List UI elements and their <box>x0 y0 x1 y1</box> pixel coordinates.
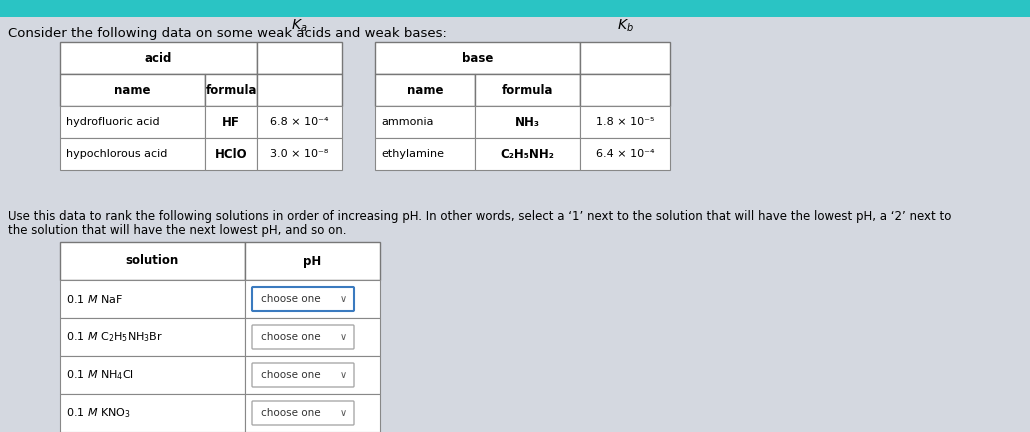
Text: formula: formula <box>502 83 553 96</box>
Bar <box>375 138 475 170</box>
Text: HClO: HClO <box>214 147 247 161</box>
Bar <box>245 242 380 280</box>
Text: ∨: ∨ <box>340 408 346 418</box>
Bar <box>580 138 670 170</box>
FancyBboxPatch shape <box>252 287 354 311</box>
Text: the solution that will have the next lowest pH, and so on.: the solution that will have the next low… <box>8 224 346 237</box>
Bar <box>60 242 245 280</box>
Text: hypochlorous acid: hypochlorous acid <box>66 149 167 159</box>
Text: 6.4 × 10⁻⁴: 6.4 × 10⁻⁴ <box>595 149 654 159</box>
Bar <box>375 74 475 106</box>
Bar <box>245 356 380 394</box>
FancyBboxPatch shape <box>252 363 354 387</box>
Bar <box>245 394 380 432</box>
Bar <box>580 42 670 74</box>
Text: $K_a$: $K_a$ <box>291 18 308 34</box>
Text: name: name <box>407 83 443 96</box>
Text: Consider the following data on some weak acids and weak bases:: Consider the following data on some weak… <box>8 27 447 40</box>
Bar <box>205 106 258 138</box>
Text: HF: HF <box>222 115 240 128</box>
Bar <box>60 42 258 74</box>
Text: choose one: choose one <box>261 408 320 418</box>
Text: Use this data to rank the following solutions in order of increasing pH. In othe: Use this data to rank the following solu… <box>8 210 952 223</box>
Bar <box>205 74 258 106</box>
Bar <box>60 394 245 432</box>
Text: C₂H₅NH₂: C₂H₅NH₂ <box>501 147 554 161</box>
Text: 1.8 × 10⁻⁵: 1.8 × 10⁻⁵ <box>595 117 654 127</box>
Text: 3.0 × 10⁻⁸: 3.0 × 10⁻⁸ <box>270 149 329 159</box>
Text: 6.8 × 10⁻⁴: 6.8 × 10⁻⁴ <box>270 117 329 127</box>
Bar <box>475 106 580 138</box>
Text: ∨: ∨ <box>340 294 346 304</box>
Bar <box>60 356 245 394</box>
Text: ethylamine: ethylamine <box>381 149 444 159</box>
Text: solution: solution <box>126 254 179 267</box>
Text: ∨: ∨ <box>340 370 346 380</box>
Text: name: name <box>114 83 150 96</box>
Bar <box>60 318 245 356</box>
Bar <box>60 138 205 170</box>
Bar <box>375 42 580 74</box>
Bar <box>258 106 342 138</box>
Text: choose one: choose one <box>261 294 320 304</box>
Bar <box>258 74 342 106</box>
Bar <box>0 0 1030 17</box>
Bar <box>580 74 670 106</box>
Bar <box>60 74 205 106</box>
Bar <box>258 42 342 74</box>
Text: formula: formula <box>205 83 256 96</box>
Text: pH: pH <box>304 254 321 267</box>
Text: $K_b$: $K_b$ <box>617 18 633 34</box>
Text: ammonia: ammonia <box>381 117 434 127</box>
Text: 0.1 $\mathit{M}$ C$_2$H$_5$NH$_3$Br: 0.1 $\mathit{M}$ C$_2$H$_5$NH$_3$Br <box>66 330 163 344</box>
Text: ∨: ∨ <box>340 332 346 342</box>
FancyBboxPatch shape <box>252 325 354 349</box>
Text: choose one: choose one <box>261 332 320 342</box>
Text: NH₃: NH₃ <box>515 115 540 128</box>
Text: acid: acid <box>145 51 172 64</box>
FancyBboxPatch shape <box>252 401 354 425</box>
Text: hydrofluoric acid: hydrofluoric acid <box>66 117 160 127</box>
Text: 0.1 $\mathit{M}$ NH$_4$Cl: 0.1 $\mathit{M}$ NH$_4$Cl <box>66 368 134 382</box>
Text: base: base <box>461 51 493 64</box>
Bar <box>475 138 580 170</box>
Text: 0.1 $\mathit{M}$ KNO$_3$: 0.1 $\mathit{M}$ KNO$_3$ <box>66 406 131 420</box>
Text: choose one: choose one <box>261 370 320 380</box>
Bar <box>245 280 380 318</box>
Bar <box>245 318 380 356</box>
Bar <box>0 0 1030 17</box>
Bar <box>60 280 245 318</box>
Bar <box>580 106 670 138</box>
Bar <box>258 138 342 170</box>
Bar <box>475 74 580 106</box>
Bar <box>60 106 205 138</box>
Text: 0.1 $\mathit{M}$ NaF: 0.1 $\mathit{M}$ NaF <box>66 293 124 305</box>
Bar <box>205 138 258 170</box>
Bar <box>375 106 475 138</box>
